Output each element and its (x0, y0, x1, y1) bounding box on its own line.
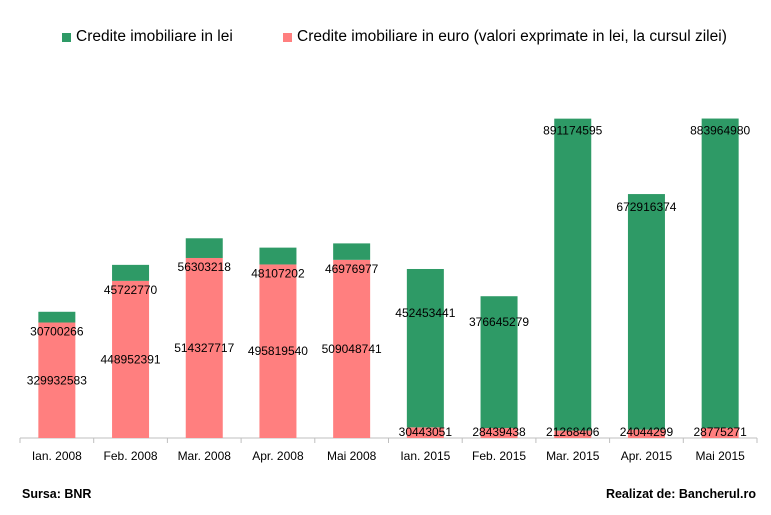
data-label-euro: 30443051 (399, 425, 453, 439)
credit-note: Realizat de: Bancherul.ro (605, 487, 756, 501)
x-tick-label: Feb. 2008 (104, 449, 158, 463)
x-tick-label: Ian. 2008 (32, 449, 82, 463)
data-label-lei: 45722770 (104, 283, 158, 297)
data-label-euro: 448952391 (101, 352, 161, 366)
data-label-euro: 21268406 (546, 425, 600, 439)
x-tick-label: Mar. 2015 (546, 449, 600, 463)
legend-swatch-lei (62, 32, 71, 42)
data-label-lei: 452453441 (395, 306, 455, 320)
data-label-euro: 28439438 (472, 425, 526, 439)
x-tick-label: Mai 2015 (695, 449, 745, 463)
data-label-lei: 672916374 (616, 200, 676, 214)
bar-euro (185, 257, 223, 438)
legend-item-euro: Credite imobiliare in euro (valori expri… (283, 28, 727, 46)
bar-euro (333, 259, 371, 438)
legend-swatch-euro (283, 32, 292, 42)
bar-euro (259, 264, 297, 438)
data-label-lei: 30700266 (30, 325, 84, 339)
bar-lei (627, 194, 665, 430)
data-label-euro: 495819540 (248, 344, 308, 358)
bar-lei (259, 247, 297, 265)
legend-label-lei: Credite imobiliare in lei (76, 28, 233, 45)
x-tick-label: Apr. 2015 (621, 449, 673, 463)
x-tick-label: Mar. 2008 (178, 449, 232, 463)
data-label-euro: 24044299 (620, 425, 674, 439)
bar-euro (406, 427, 444, 438)
data-label-lei: 46976977 (325, 262, 379, 276)
bar-euro (38, 322, 76, 438)
bar-lei (38, 311, 76, 323)
bar-lei (112, 264, 150, 281)
bar-euro (554, 430, 592, 438)
data-label-lei: 883964980 (690, 124, 750, 138)
data-label-euro: 28775271 (693, 425, 747, 439)
bar-lei (480, 296, 518, 429)
legend-label-euro: Credite imobiliare in euro (valori expri… (297, 28, 727, 45)
source-note: Sursa: BNR (22, 487, 92, 501)
data-label-lei: 891174595 (543, 124, 603, 138)
data-label-lei: 48107202 (251, 266, 305, 280)
bar-lei (701, 118, 739, 428)
bar-lei (185, 238, 223, 258)
x-tick-label: Ian. 2015 (400, 449, 450, 463)
data-label-euro: 514327717 (174, 341, 234, 355)
data-label-lei: 376645279 (469, 315, 529, 329)
data-label-lei: 56303218 (178, 260, 232, 274)
data-label-euro: 329932583 (27, 373, 87, 387)
legend-item-lei: Credite imobiliare in lei (62, 28, 233, 46)
x-tick-label: Feb. 2015 (472, 449, 526, 463)
bar-euro (627, 429, 665, 438)
bar-lei (554, 118, 592, 431)
x-tick-label: Apr. 2008 (252, 449, 304, 463)
bar-lei (406, 268, 444, 428)
data-label-euro: 509048741 (322, 342, 382, 356)
bar-euro (480, 428, 518, 438)
bar-lei (333, 243, 371, 260)
legend: Credite imobiliare in lei Credite imobil… (0, 28, 771, 50)
bar-euro (112, 280, 150, 438)
bar-euro (701, 427, 739, 438)
x-tick-label: Mai 2008 (327, 449, 377, 463)
